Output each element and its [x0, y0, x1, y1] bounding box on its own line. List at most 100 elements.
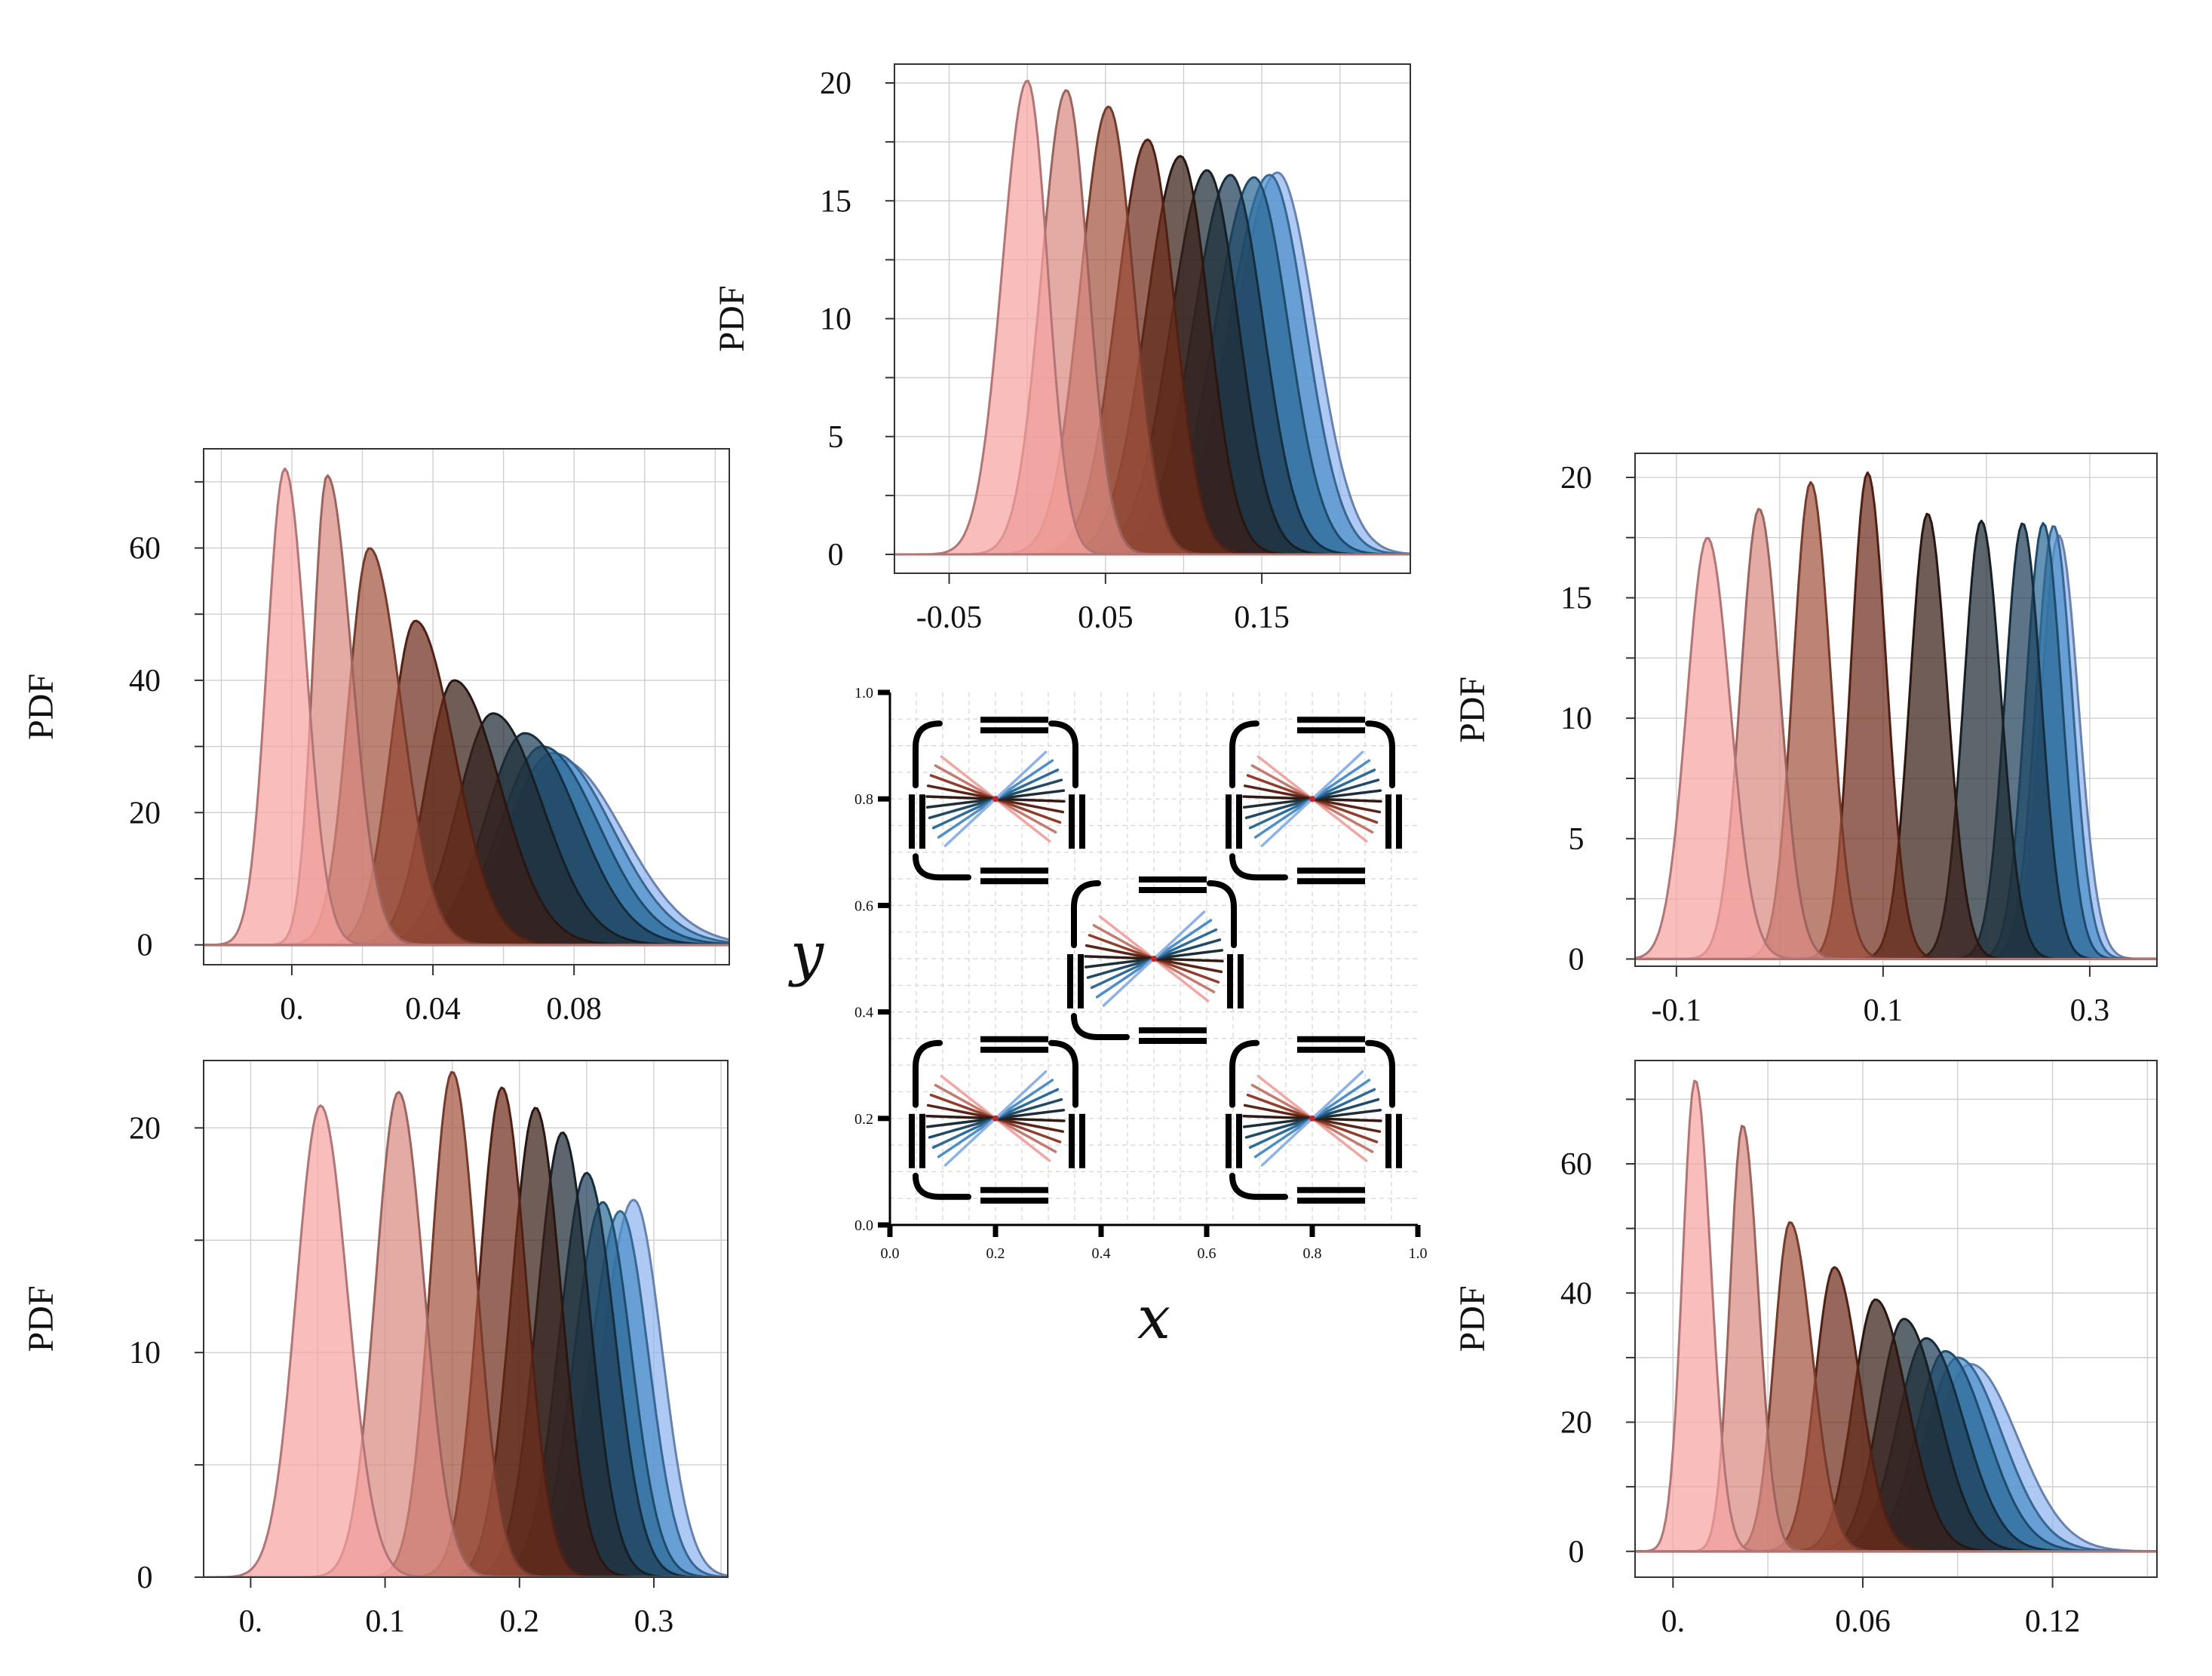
bracket-corner — [1229, 1172, 1288, 1200]
bracket-corner — [1365, 1039, 1395, 1108]
density-bottom-right-s1 — [1635, 1079, 2157, 1553]
x-tick-label: 0.0 — [881, 1245, 900, 1262]
x-tick-label: 0. — [280, 992, 304, 1027]
density-series — [1635, 1079, 2157, 1553]
fan-center — [1151, 956, 1157, 962]
y-tick-label: 0.0 — [854, 1217, 873, 1234]
x-tick-label: -0.1 — [1652, 993, 1702, 1028]
x-tick-label: 0.3 — [2070, 993, 2110, 1028]
x-axis-label: x — [1137, 1285, 1170, 1352]
y-tick-label: 1.0 — [854, 685, 873, 701]
x-tick-label: 0. — [1661, 1604, 1686, 1639]
density-left-s1 — [204, 467, 729, 947]
fan-center — [1309, 1115, 1315, 1122]
fan-1 — [1242, 751, 1382, 848]
y-axis-label: PDF — [1453, 677, 1493, 743]
x-tick-label: 1.0 — [1409, 1245, 1428, 1262]
y-tick-label: 0 — [828, 538, 844, 572]
bracket-corner — [1365, 720, 1395, 789]
y-tick-label: 0 — [137, 929, 153, 963]
fan-center — [992, 796, 999, 803]
bracket-corner — [913, 1039, 943, 1108]
panel-bottom-right: 0. 0.06 0.12 0 20 40 60 PDF — [1453, 1060, 2158, 1639]
y-tick-label: 0 — [137, 1561, 153, 1595]
density-bottom-left-s2 — [204, 1091, 728, 1577]
bracket-corner — [1207, 880, 1237, 948]
x-tick-label: 0.15 — [1234, 600, 1290, 635]
y-tick-label: 40 — [1560, 1276, 1592, 1311]
fan-center — [1309, 796, 1315, 803]
x-tick-label: 0. — [239, 1604, 263, 1639]
x-tick-label: 0.12 — [2025, 1604, 2081, 1639]
x-tick-label: 0.1 — [1864, 993, 1904, 1028]
density-right-s1 — [1635, 537, 2157, 960]
fan-center — [992, 1115, 999, 1122]
y-axis-label: PDF — [21, 1285, 61, 1352]
y-tick-label: 10 — [129, 1336, 161, 1371]
y-tick-label: 0.6 — [854, 898, 873, 914]
density-bottom-left-s3 — [204, 1070, 728, 1577]
y-tick-label: 20 — [129, 796, 161, 830]
panel-center: 0.0 0.2 0.4 0.6 0.8 1.0 0.0 0.2 0.4 0.6 0.8 1.0 x y — [788, 685, 1428, 1352]
x-tick-label: 0.04 — [405, 992, 461, 1027]
plot-frame — [203, 1060, 729, 1578]
density-series — [204, 467, 729, 947]
fan-3 — [925, 1070, 1066, 1167]
bracket-corner — [1229, 853, 1288, 881]
x-tick-label: 0.08 — [546, 992, 602, 1027]
plot-frame — [203, 448, 730, 965]
y-axis-label: PDF — [712, 285, 752, 351]
fan-4 — [1242, 1070, 1382, 1167]
y-tick-label: 20 — [1560, 461, 1592, 496]
fans — [925, 751, 1382, 1167]
y-axis-label: PDF — [1453, 1285, 1493, 1352]
y-tick-label: 20 — [820, 66, 851, 101]
fan-2 — [1084, 910, 1224, 1007]
bracket-corner — [1071, 880, 1101, 948]
panel-left: 0. 0.04 0.08 0 20 40 60 PDF — [21, 448, 730, 1027]
y-tick-label: 10 — [820, 302, 851, 337]
density-top-s1 — [894, 79, 1410, 556]
y-tick-label: 0.8 — [854, 791, 873, 808]
bracket-corner — [913, 853, 971, 881]
x-tick-label: 0.2 — [500, 1604, 540, 1639]
y-tick-label: 20 — [1560, 1406, 1592, 1441]
density-series — [894, 79, 1410, 556]
y-tick-label: 0 — [1569, 942, 1585, 977]
plot-frame — [1634, 1060, 2158, 1578]
density-bottom-left-s1 — [204, 1104, 728, 1577]
x-tick-label: 0.05 — [1078, 600, 1134, 635]
panel-bottom-left: 0. 0.1 0.2 0.3 0 10 20 PDF — [21, 1060, 729, 1639]
bracket-corner — [1048, 720, 1078, 789]
fan-brackets — [909, 717, 1402, 1204]
x-tick-label: 0.06 — [1835, 1604, 1891, 1639]
bracket-corner — [1071, 1013, 1130, 1040]
x-tick-label: 0.4 — [1092, 1245, 1111, 1262]
y-tick-label: 60 — [1560, 1147, 1592, 1182]
fan-0 — [925, 751, 1066, 848]
x-tick-label: 0.1 — [365, 1604, 405, 1639]
y-tick-label: 0.4 — [854, 1005, 873, 1021]
bracket-corner — [1048, 1039, 1078, 1108]
x-tick-label: 0.3 — [634, 1604, 674, 1639]
bracket-corner — [913, 720, 943, 789]
y-axis-label: PDF — [21, 674, 61, 740]
y-tick-label: 10 — [1560, 701, 1592, 736]
y-tick-label: 60 — [129, 532, 161, 566]
x-tick-label: 0.6 — [1198, 1245, 1216, 1262]
plot-frame — [1634, 453, 2158, 967]
y-tick-label: 40 — [129, 664, 161, 698]
y-tick-label: 5 — [828, 420, 844, 455]
x-tick-label: 0.2 — [986, 1245, 1005, 1262]
y-tick-label: 0.2 — [854, 1111, 873, 1128]
y-tick-label: 15 — [1560, 582, 1592, 616]
panel-top: -0.05 0.05 0.15 0 5 10 15 20 PDF — [712, 63, 1411, 635]
panel-right: -0.1 0.1 0.3 0 5 10 15 20 PDF — [1453, 453, 2158, 1028]
y-axis-label: y — [788, 920, 824, 988]
y-tick-label: 15 — [820, 184, 851, 219]
density-series — [1635, 471, 2157, 960]
y-tick-label: 5 — [1569, 822, 1585, 857]
x-tick-label: -0.05 — [916, 600, 983, 635]
